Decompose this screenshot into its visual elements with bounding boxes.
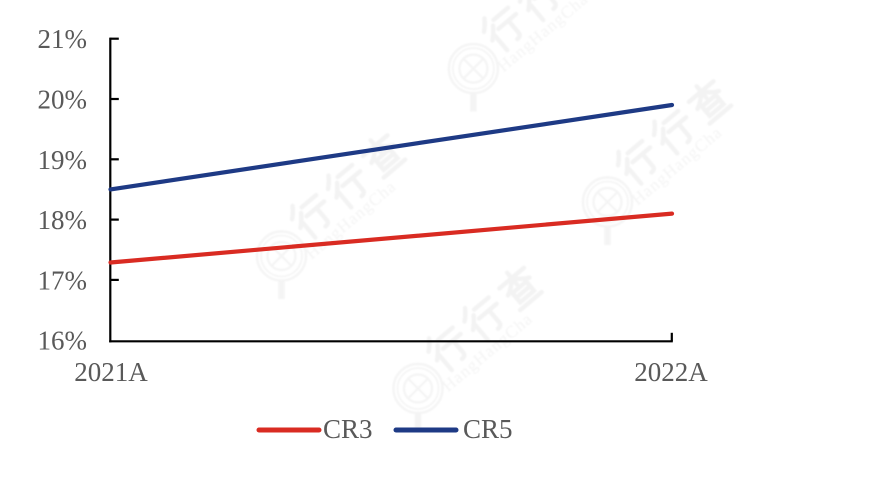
svg-text:21%: 21% [38, 24, 88, 54]
svg-text:CR5: CR5 [463, 414, 513, 444]
svg-text:20%: 20% [38, 85, 88, 115]
svg-text:2022A: 2022A [634, 357, 708, 387]
svg-text:16%: 16% [38, 326, 88, 356]
svg-text:2021A: 2021A [74, 357, 148, 387]
svg-text:17%: 17% [38, 265, 88, 295]
svg-text:CR3: CR3 [323, 414, 373, 444]
svg-text:18%: 18% [38, 205, 88, 235]
svg-text:19%: 19% [38, 145, 88, 175]
